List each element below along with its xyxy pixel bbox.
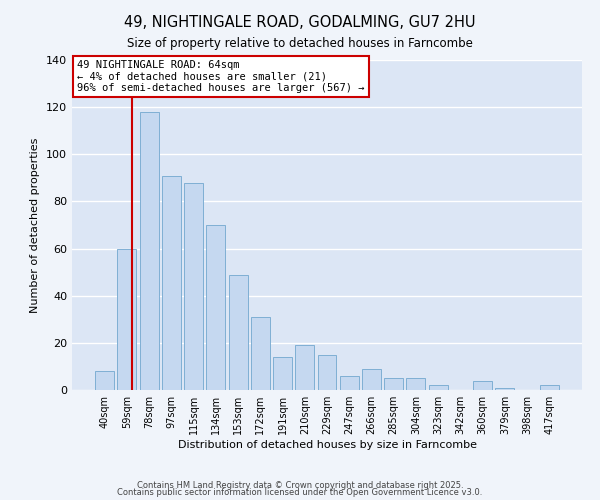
Bar: [251, 317, 270, 390]
Bar: [340, 376, 359, 390]
Text: 49, NIGHTINGALE ROAD, GODALMING, GU7 2HU: 49, NIGHTINGALE ROAD, GODALMING, GU7 2HU: [124, 15, 476, 30]
Text: 49 NIGHTINGALE ROAD: 64sqm
← 4% of detached houses are smaller (21)
96% of semi-: 49 NIGHTINGALE ROAD: 64sqm ← 4% of detac…: [77, 60, 365, 93]
Bar: [184, 182, 203, 390]
X-axis label: Distribution of detached houses by size in Farncombe: Distribution of detached houses by size …: [178, 440, 476, 450]
Bar: [273, 357, 292, 390]
Text: Contains public sector information licensed under the Open Government Licence v3: Contains public sector information licen…: [118, 488, 482, 497]
Bar: [295, 345, 314, 390]
Bar: [496, 388, 514, 390]
Bar: [317, 354, 337, 390]
Bar: [229, 274, 248, 390]
Bar: [473, 380, 492, 390]
Bar: [206, 225, 225, 390]
Text: Contains HM Land Registry data © Crown copyright and database right 2025.: Contains HM Land Registry data © Crown c…: [137, 480, 463, 490]
Bar: [118, 248, 136, 390]
Bar: [140, 112, 158, 390]
Bar: [162, 176, 181, 390]
Bar: [406, 378, 425, 390]
Bar: [429, 386, 448, 390]
Bar: [540, 386, 559, 390]
Bar: [95, 371, 114, 390]
Text: Size of property relative to detached houses in Farncombe: Size of property relative to detached ho…: [127, 38, 473, 51]
Y-axis label: Number of detached properties: Number of detached properties: [31, 138, 40, 312]
Bar: [384, 378, 403, 390]
Bar: [362, 369, 381, 390]
